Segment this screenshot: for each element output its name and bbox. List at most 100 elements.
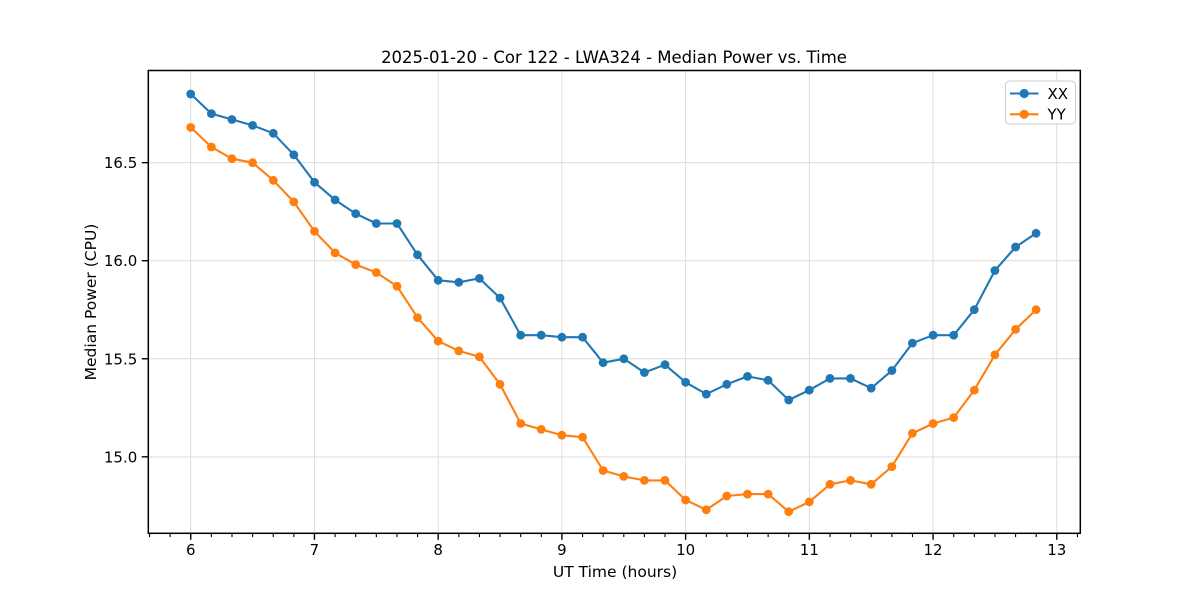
data-point-YY <box>1011 325 1020 334</box>
data-point-XX <box>227 115 237 124</box>
legend-marker-XX <box>1019 88 1029 99</box>
data-point-XX <box>866 383 876 393</box>
data-point-XX <box>598 358 608 368</box>
data-point-XX <box>207 109 216 118</box>
data-point-XX <box>990 266 1000 275</box>
data-point-YY <box>846 476 855 485</box>
data-point-XX <box>969 305 979 315</box>
x-tick-label: 7 <box>310 541 320 559</box>
data-point-YY <box>351 260 361 269</box>
x-tick-label: 13 <box>1047 541 1066 559</box>
data-point-YY <box>743 489 752 499</box>
data-point-XX <box>784 395 794 405</box>
data-point-YY <box>722 491 732 501</box>
data-point-XX <box>619 354 629 364</box>
data-point-XX <box>433 275 443 285</box>
y-axis-label: Median Power (CPU) <box>82 224 100 381</box>
data-point-YY <box>804 497 814 507</box>
data-point-YY <box>186 123 196 132</box>
x-tick-label: 8 <box>433 541 443 559</box>
plot-border <box>147 69 1082 535</box>
data-point-YY <box>330 248 340 258</box>
data-point-YY <box>433 336 443 346</box>
data-point-YY <box>784 507 794 517</box>
series-layer <box>186 89 1041 517</box>
data-point-XX <box>640 368 649 377</box>
data-point-YY <box>268 175 278 185</box>
chart-title: 2025-01-20 - Cor 122 - LWA324 - Median P… <box>381 48 847 67</box>
data-point-YY <box>516 419 526 428</box>
y-tick-label: 15.0 <box>104 448 137 466</box>
data-point-XX <box>846 374 855 383</box>
data-point-YY <box>413 313 422 322</box>
data-point-XX <box>475 274 484 283</box>
data-point-XX <box>887 366 897 375</box>
x-tick-label: 6 <box>186 541 196 559</box>
data-point-XX <box>536 330 546 340</box>
data-point-XX <box>1011 242 1020 252</box>
axis-layer: 6 7 8 9 10 11 12 13 15.0 15.5 16.0 16.5 <box>104 69 1082 559</box>
x-tick-label: 12 <box>924 541 943 559</box>
data-point-XX <box>701 389 711 399</box>
data-point-XX <box>289 150 299 160</box>
data-point-XX <box>454 277 464 287</box>
data-point-XX <box>1031 228 1041 238</box>
data-point-YY <box>392 281 402 291</box>
data-point-YY <box>578 432 587 442</box>
data-point-XX <box>413 250 422 260</box>
data-point-YY <box>310 226 319 236</box>
y-tick-label: 16.5 <box>104 154 137 172</box>
data-point-XX <box>908 338 917 348</box>
legend-label-YY: YY <box>1047 106 1067 124</box>
x-tick-label: 10 <box>676 541 695 559</box>
data-point-YY <box>557 430 567 440</box>
data-point-YY <box>248 158 257 168</box>
data-point-XX <box>310 177 319 187</box>
data-point-YY <box>763 489 773 499</box>
data-point-XX <box>722 379 732 389</box>
data-point-XX <box>516 330 526 340</box>
data-point-YY <box>536 425 546 434</box>
data-point-XX <box>268 128 278 138</box>
grid-layer <box>148 70 1081 534</box>
data-point-XX <box>351 209 361 219</box>
legend-label-XX: XX <box>1048 85 1069 103</box>
data-point-XX <box>557 332 567 342</box>
data-point-YY <box>227 154 237 164</box>
data-point-XX <box>578 332 587 342</box>
data-point-YY <box>969 385 979 395</box>
x-tick-label: 9 <box>557 541 567 559</box>
data-point-XX <box>681 377 690 387</box>
data-point-YY <box>475 352 484 362</box>
data-point-YY <box>207 142 216 152</box>
data-point-YY <box>1031 305 1041 315</box>
data-point-XX <box>743 372 752 381</box>
data-point-YY <box>681 495 690 505</box>
data-point-XX <box>660 360 670 370</box>
legend-marker-YY <box>1019 109 1029 119</box>
data-point-XX <box>495 293 505 303</box>
data-point-YY <box>990 350 1000 360</box>
series-line-XX <box>189 93 1037 402</box>
x-tick-label: 11 <box>800 541 819 559</box>
data-point-XX <box>804 385 814 395</box>
data-point-XX <box>763 375 773 385</box>
legend: XX YY <box>1005 80 1076 125</box>
data-point-XX <box>186 89 196 99</box>
data-point-YY <box>825 479 835 489</box>
data-point-YY <box>371 268 381 277</box>
data-point-YY <box>454 346 464 356</box>
data-point-YY <box>866 479 876 489</box>
data-point-XX <box>248 121 257 130</box>
x-axis-label: UT Time (hours) <box>553 563 677 581</box>
series-line-YY <box>189 126 1037 513</box>
data-point-YY <box>619 472 629 481</box>
data-point-YY <box>949 413 959 422</box>
data-point-YY <box>289 197 299 207</box>
data-point-YY <box>908 428 917 438</box>
data-point-YY <box>598 466 608 475</box>
data-point-XX <box>330 195 340 205</box>
data-point-YY <box>660 476 670 485</box>
